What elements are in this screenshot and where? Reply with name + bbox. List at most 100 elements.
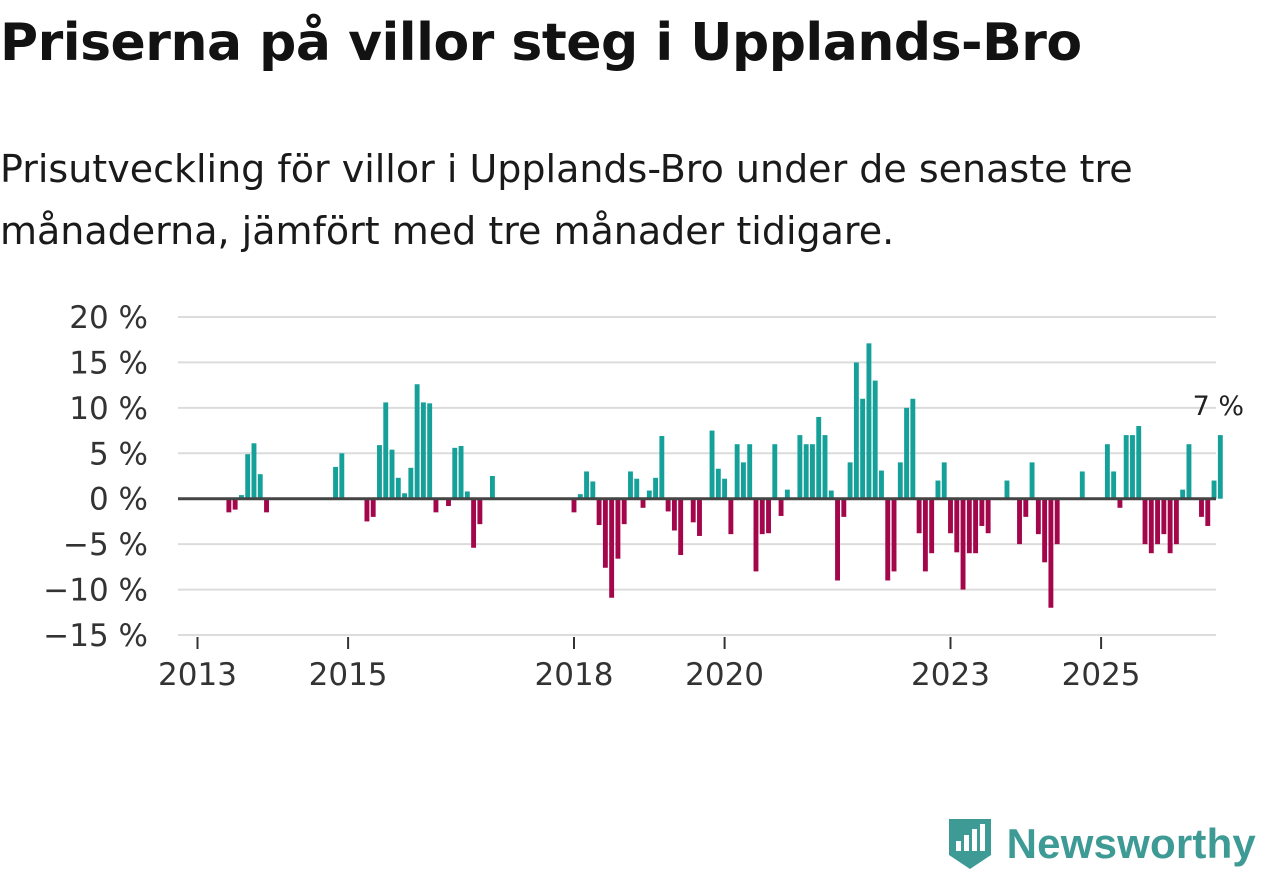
bar — [697, 498, 702, 536]
bar — [659, 436, 665, 499]
bar — [816, 416, 822, 499]
bar — [922, 498, 928, 572]
bar — [414, 384, 420, 499]
bar — [427, 403, 433, 499]
bar — [891, 498, 897, 572]
bar — [452, 447, 458, 499]
bar — [389, 449, 395, 499]
bar — [1199, 498, 1204, 517]
bar — [734, 444, 740, 499]
bar — [370, 498, 376, 517]
bar — [1173, 498, 1179, 545]
bar — [1004, 480, 1010, 499]
x-tick-label: 2023 — [911, 657, 990, 693]
y-axis-ticks: 20 % 15 % 10 % 5 % 0 % −5 % −10 % −15 % — [43, 300, 148, 654]
y-tick-label: 10 % — [69, 391, 148, 427]
bar — [1211, 480, 1217, 499]
bar — [420, 402, 426, 499]
bar — [1111, 471, 1117, 499]
bar — [1217, 435, 1223, 499]
bar — [621, 498, 627, 525]
y-tick-label: 20 % — [69, 300, 148, 336]
bar — [257, 474, 263, 499]
bar — [1130, 435, 1135, 499]
bar — [822, 435, 828, 499]
bar — [904, 407, 910, 499]
bar — [596, 498, 602, 526]
bar — [232, 498, 238, 510]
bar — [477, 498, 483, 525]
bar — [778, 498, 784, 516]
bar — [872, 380, 878, 499]
x-tick-label: 2015 — [309, 657, 388, 693]
bar — [929, 498, 935, 554]
bar — [395, 477, 401, 499]
bar — [759, 498, 765, 535]
bar — [941, 462, 947, 499]
bar — [954, 498, 960, 553]
bar — [740, 462, 746, 499]
bar — [897, 462, 903, 499]
bar — [985, 498, 991, 534]
bar — [640, 498, 646, 508]
bar — [973, 498, 979, 554]
y-tick-label: 15 % — [69, 345, 148, 381]
bar — [810, 444, 815, 499]
bar — [860, 398, 866, 499]
bar — [835, 498, 840, 581]
bar — [615, 498, 621, 559]
bar — [766, 498, 771, 534]
bar — [333, 466, 338, 499]
bar — [1117, 498, 1123, 508]
bar — [747, 444, 753, 499]
bar — [609, 498, 615, 598]
bar — [753, 498, 759, 572]
bar — [402, 493, 408, 499]
bar — [584, 471, 589, 499]
bar — [910, 398, 916, 499]
bar — [866, 343, 872, 499]
chart-title: Priserna på villor steg i Upplands-Bro — [0, 13, 1082, 73]
price-change-bar-chart: 20 %15 %10 %5 %0 %−5 %−10 %−15 % 2013 201… — [43, 300, 1244, 693]
bar — [1079, 471, 1085, 499]
bar — [1017, 498, 1022, 545]
bar — [960, 498, 966, 590]
bar — [408, 467, 414, 499]
brand-name: Newsworthy — [1006, 820, 1256, 867]
bar — [489, 476, 495, 499]
bar — [1104, 444, 1110, 499]
bar — [245, 454, 251, 499]
newsworthy-logo-icon — [948, 819, 991, 869]
x-tick-label: 2013 — [158, 657, 237, 693]
y-tick-label: 5 % — [89, 436, 148, 472]
chart-subtitle: Prisutveckling för villor i Upplands-Bro… — [0, 147, 1133, 253]
bar — [678, 498, 684, 556]
bar — [634, 478, 640, 499]
last-value-annotation: 7 % — [1193, 391, 1244, 422]
bar — [264, 498, 269, 513]
bar — [1148, 498, 1154, 554]
bar — [471, 498, 477, 548]
y-tick-label: −15 % — [43, 618, 148, 654]
bar — [803, 444, 809, 499]
bar — [1205, 498, 1211, 526]
bar — [1186, 444, 1192, 499]
bar — [339, 453, 345, 499]
bar — [948, 498, 953, 534]
bar — [966, 498, 972, 554]
bars — [226, 343, 1223, 608]
x-axis-ticks: 2013 2015 2018 2020 2023 2025 — [158, 637, 1141, 693]
bar — [383, 402, 389, 499]
bar — [1023, 498, 1029, 517]
bar — [590, 481, 596, 499]
bar — [979, 498, 985, 526]
bar — [364, 498, 370, 522]
y-tick-label: −10 % — [43, 573, 148, 609]
bar — [1123, 435, 1129, 499]
grid-lines — [178, 316, 1216, 636]
bar — [772, 444, 778, 499]
y-tick-label: 0 % — [89, 482, 148, 518]
bar — [885, 498, 891, 581]
bar — [841, 498, 847, 517]
bar — [671, 498, 677, 531]
